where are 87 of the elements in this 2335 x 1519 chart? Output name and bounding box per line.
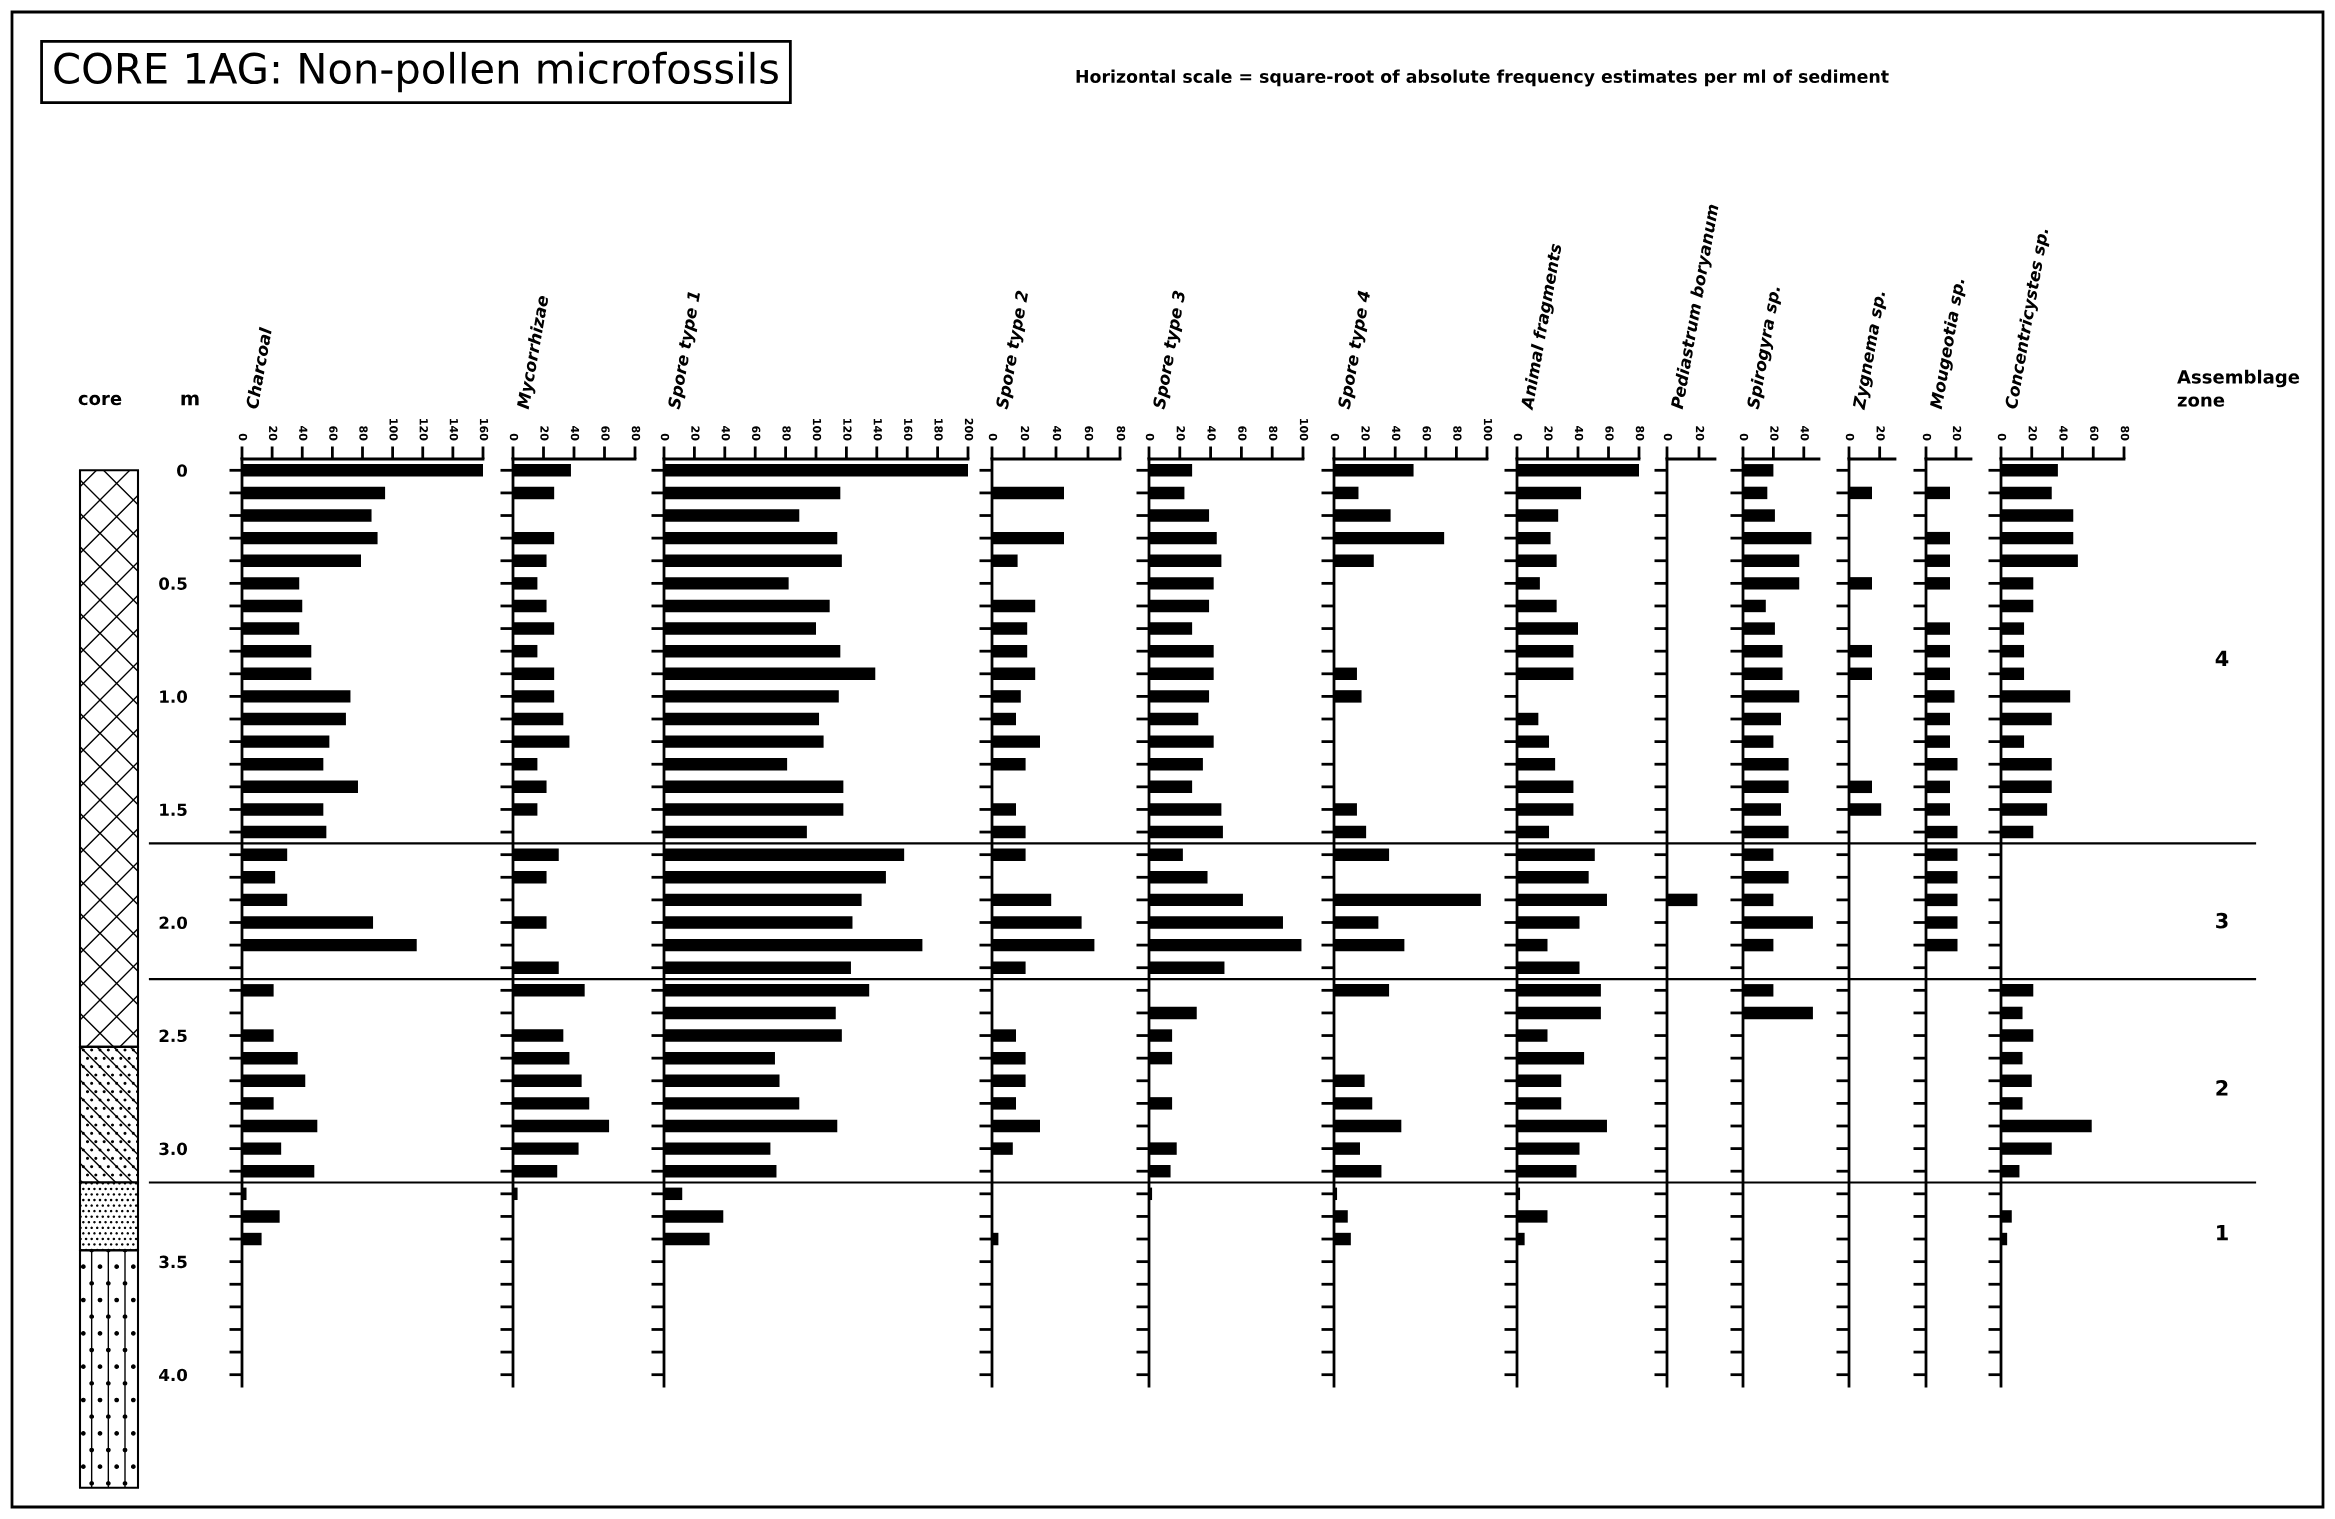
chart-title: Spore type 2: [995, 290, 1032, 411]
x-tick-label: 80: [1116, 426, 1126, 441]
x-tick-label: 0: [1663, 433, 1673, 441]
text: CORE 1AG: Non-pollen microfossils: [54, 51, 778, 93]
y-tick-label: 1.0: [160, 690, 188, 703]
x-tick-label: 200: [964, 418, 974, 441]
y-tick-label: 2.5: [159, 1029, 187, 1043]
x-tick-label: 100: [812, 419, 822, 441]
x-tick-label: 60: [751, 426, 761, 441]
chart-title: Spore type 4: [1337, 290, 1374, 411]
y-tick-label: 0: [177, 464, 188, 477]
x-tick-label: 40: [299, 425, 308, 441]
chart-title: Animal fragments: [1519, 243, 1566, 412]
x-tick-label: 20: [1770, 426, 1779, 441]
x-tick-label: 60: [329, 426, 338, 441]
x-tick-label: 80: [2120, 426, 2130, 441]
x-tick-label: 0: [1997, 433, 2007, 441]
x-tick-label: 100: [1483, 419, 1493, 441]
y-tick-label: 1.5: [160, 803, 187, 817]
x-tick-label: 40: [1391, 425, 1401, 441]
x-tick-label: 20: [1544, 426, 1553, 441]
x-tick-label: 80: [1453, 426, 1462, 441]
x-tick-label: 60: [1422, 426, 1431, 441]
x-tick-label: 140: [449, 419, 459, 441]
x-tick-label: 100: [389, 419, 398, 441]
x-tick-label: 20: [691, 426, 700, 441]
y-tick-label: 3.5: [159, 1255, 187, 1269]
x-tick-label: 20: [1876, 426, 1885, 441]
x-tick-label: 120: [419, 419, 428, 441]
y-tick-label: 3.0: [159, 1142, 188, 1156]
x-tick-label: 80: [1268, 426, 1278, 441]
x-tick-label: 60: [1238, 426, 1247, 441]
y-tick-label: 2.0: [159, 916, 188, 930]
x-tick-label: 20: [2028, 426, 2037, 441]
x-tick-label: 0: [660, 433, 670, 441]
x-tick-label: 60: [1084, 426, 1094, 441]
x-tick-label: 20: [1361, 426, 1370, 441]
text: 1: [2217, 1225, 2228, 1241]
chart-title: Spore type 3: [1152, 290, 1189, 411]
x-tick-label: 80: [1635, 426, 1645, 441]
x-tick-label: 40: [2059, 425, 2068, 441]
text: 2: [2216, 1080, 2228, 1096]
text: 4: [2215, 650, 2229, 666]
y-tick-label: 0.5: [159, 577, 187, 590]
x-tick-label: 80: [782, 426, 791, 441]
x-tick-label: 20: [1176, 426, 1185, 441]
chart-title: Spirogyra sp.: [1746, 285, 1784, 411]
x-tick-label: 0: [509, 433, 519, 441]
x-tick-label: 0: [988, 433, 998, 441]
y-axis-title: m: [181, 394, 199, 406]
x-tick-label: 60: [601, 426, 610, 441]
x-tick-label: 100: [1299, 419, 1309, 441]
x-tick-label: 160: [903, 419, 913, 441]
text: core: [78, 394, 122, 406]
x-tick-label: 40: [721, 425, 730, 441]
x-tick-label: 80: [359, 426, 368, 441]
x-tick-label: 40: [570, 425, 580, 441]
x-tick-label: 0: [1922, 433, 1932, 441]
x-tick-label: 40: [1800, 425, 1809, 441]
x-tick-label: 20: [1695, 426, 1705, 441]
x-tick-label: 180: [934, 419, 943, 441]
x-tick-label: 120: [843, 419, 852, 441]
x-tick-label: 40: [1207, 425, 1216, 441]
text: Horizontal scale = square-root of absolute frequency estimates per ml of sediment: [1076, 69, 1889, 87]
x-tick-label: 60: [2090, 426, 2099, 441]
x-tick-label: 0: [238, 433, 248, 441]
x-tick-label: 80: [631, 426, 641, 441]
x-tick-label: 140: [873, 419, 882, 441]
x-tick-label: 20: [1020, 426, 1030, 441]
x-tick-label: 0: [1145, 433, 1155, 441]
x-tick-label: 60: [1605, 426, 1614, 441]
x-tick-label: 20: [268, 426, 278, 441]
x-tick-label: 20: [540, 426, 549, 441]
x-tick-label: 40: [1052, 425, 1062, 441]
x-tick-label: 20: [1952, 426, 1962, 441]
x-tick-label: 0: [1739, 433, 1749, 441]
x-tick-label: 40: [1574, 425, 1584, 441]
x-tick-label: 160: [479, 419, 489, 441]
text: 3: [2216, 912, 2228, 929]
x-tick-label: 0: [1330, 433, 1340, 441]
chart-title: Zygnema sp.: [1852, 290, 1889, 411]
chart-title: Charcoal: [245, 326, 273, 410]
text: Assemblage zone: [2177, 369, 2300, 407]
x-tick-label: 0: [1513, 433, 1523, 441]
chart-title: Spore type 1: [667, 291, 704, 411]
y-tick-label: 4.0: [159, 1368, 188, 1382]
x-tick-label: 0: [1845, 433, 1855, 441]
